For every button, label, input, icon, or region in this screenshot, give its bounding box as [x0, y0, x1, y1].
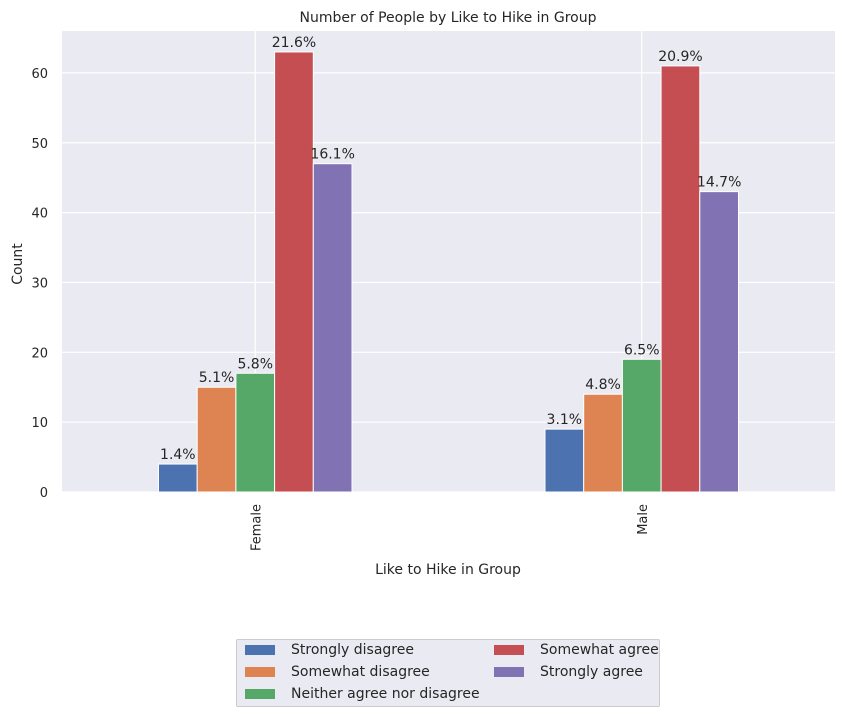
y-axis-label: Count [10, 243, 26, 285]
legend-swatch-somewhat-agree [494, 645, 524, 655]
legend-label: Somewhat agree [540, 642, 659, 658]
bar-neither-agree-nor-disagree [235, 372, 276, 493]
bar-layer [158, 51, 739, 493]
bar-somewhat-disagree [583, 393, 623, 493]
data-label: 1.4% [160, 447, 196, 463]
legend-swatch-strongly-agree [494, 667, 524, 677]
bar-strongly-disagree [158, 463, 198, 493]
data-label: 16.1% [310, 147, 354, 163]
legend-swatch-neither [245, 689, 275, 699]
data-label: 6.5% [624, 342, 660, 358]
x-axis-label: Like to Hike in Group [375, 562, 521, 578]
chart-title: Number of People by Like to Hike in Grou… [299, 10, 596, 26]
x-tick-label: Female [249, 504, 264, 551]
data-label: 4.8% [585, 377, 621, 393]
legend-item-strongly-agree: Strongly agree [494, 664, 643, 680]
bar-strongly-agree [699, 191, 739, 493]
data-label: 21.6% [272, 35, 316, 51]
data-label: 5.8% [237, 356, 273, 372]
legend-label: Strongly disagree [291, 642, 414, 658]
label-layer: 1.4% 3.1% 5.1% 4.8% 5.8% 6.5% 21.6% 20.9% 16.1% 1… [160, 35, 741, 463]
bar-neither-agree-nor-disagree [621, 358, 662, 493]
bar-strongly-disagree [544, 428, 585, 493]
legend-item-neither: Neither agree nor disagree [245, 686, 480, 702]
data-label: 14.7% [697, 175, 741, 191]
legend-item-strongly-disagree: Strongly disagree [245, 642, 414, 658]
legend-label: Somewhat disagree [291, 664, 430, 680]
legend-item-somewhat-agree: Somewhat agree [494, 642, 659, 658]
y-tick-label: 10 [31, 416, 48, 431]
data-label: 20.9% [658, 49, 702, 65]
y-tick-label: 0 [40, 486, 48, 501]
legend-swatch-strongly-disagree [245, 645, 275, 655]
legend-item-somewhat-disagree: Somewhat disagree [245, 664, 430, 680]
data-label: 5.1% [199, 370, 235, 386]
y-tick-label: 30 [31, 276, 48, 291]
legend: Strongly disagree Somewhat disagree Neit… [236, 639, 660, 707]
legend-swatch-somewhat-disagree [245, 667, 275, 677]
y-tick-label: 60 [31, 67, 48, 82]
bar-somewhat-disagree [196, 386, 237, 493]
y-tick-label: 40 [31, 207, 48, 222]
y-tick-label: 20 [31, 346, 48, 361]
x-tick-label: Male [636, 504, 651, 535]
bar-strongly-agree [312, 163, 353, 493]
bar-somewhat-agree [660, 65, 701, 493]
legend-label: Neither agree nor disagree [291, 686, 480, 702]
legend-label: Strongly agree [540, 664, 643, 680]
tick-layer: 0 10 20 30 40 50 60 Female Male [31, 67, 650, 551]
bar-somewhat-agree [274, 51, 314, 493]
y-tick-label: 50 [31, 137, 48, 152]
data-label: 3.1% [547, 412, 583, 428]
